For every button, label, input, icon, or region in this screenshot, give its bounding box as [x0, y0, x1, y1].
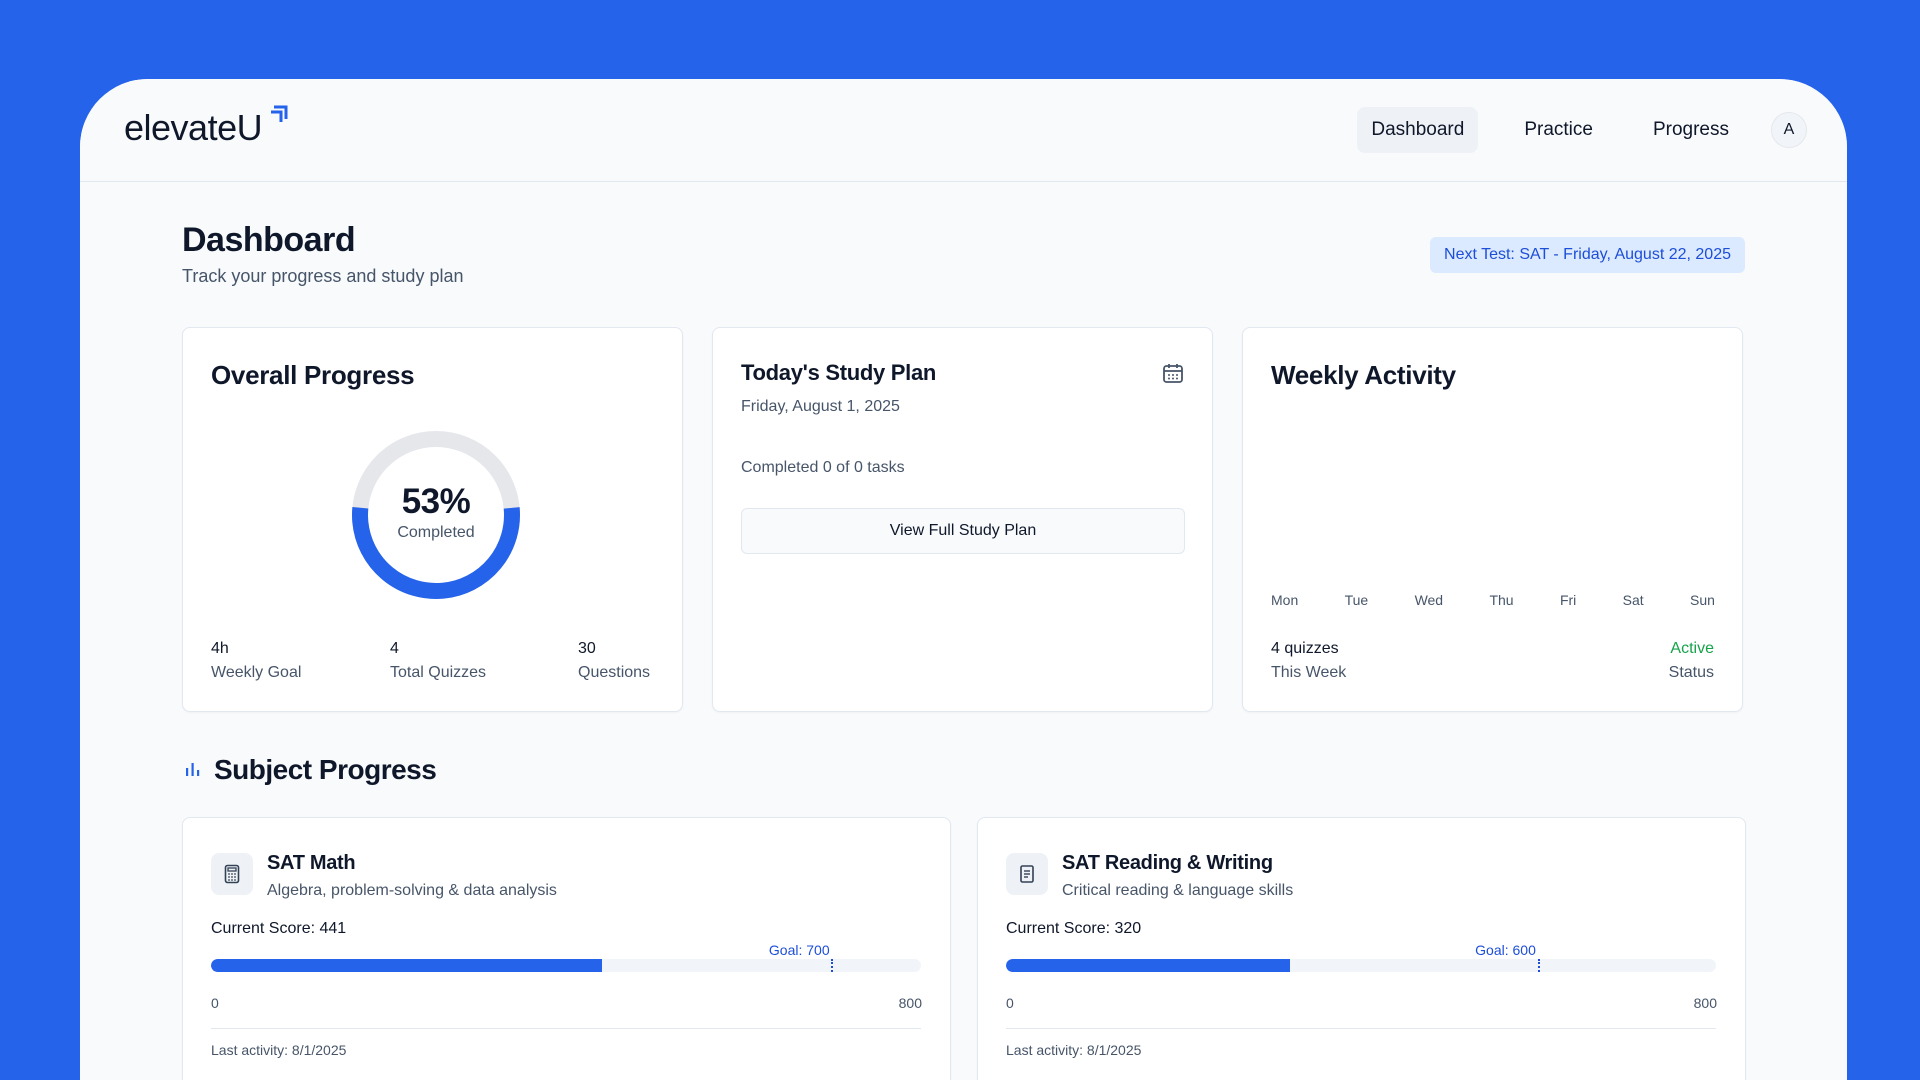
study-plan-title: Today's Study Plan [741, 360, 937, 385]
last-activity: Last activity: 8/1/2025 [211, 1042, 347, 1058]
stat-value: 4 [390, 640, 399, 657]
score-progress-bar [1006, 959, 1716, 972]
bar-chart-icon [186, 763, 200, 776]
goal-label: Goal: 600 [1475, 942, 1536, 958]
subject-description: Critical reading & language skills [1062, 882, 1294, 899]
status-label: Status [1668, 664, 1714, 681]
nav-practice[interactable]: Practice [1524, 119, 1593, 140]
subject-name: SAT Math [267, 852, 356, 874]
stat-total-quizzes: 4 Total Quizzes [390, 640, 486, 682]
main-nav: Dashboard Practice Progress A [1357, 107, 1807, 153]
weekday-axis: Mon Tue Wed Thu Fri Sat Sun [1271, 592, 1715, 608]
weekly-quizzes-value: 4 quizzes [1271, 640, 1339, 657]
weekly-activity-title: Weekly Activity [1271, 360, 1456, 390]
day-label: Sun [1690, 592, 1715, 608]
weekly-activity-card: Weekly Activity Mon Tue Wed Thu Fri Sat … [1242, 327, 1743, 712]
stat-value: 4h [211, 640, 229, 657]
day-label: Fri [1559, 592, 1577, 608]
scale-max: 800 [1693, 995, 1717, 1011]
day-label: Wed [1414, 592, 1444, 608]
progress-ring: 53% Completed [351, 430, 521, 600]
nav-progress[interactable]: Progress [1652, 119, 1729, 140]
study-plan-card: Today's Study Plan Friday, August 1, 202… [712, 327, 1213, 712]
current-score: Current Score: 441 [211, 920, 347, 937]
progress-ring-chart [352, 431, 520, 599]
stat-value: 30 [578, 640, 596, 657]
day-label: Tue [1344, 592, 1369, 608]
current-score: Current Score: 320 [1006, 920, 1142, 937]
score-progress-fill [211, 959, 603, 972]
stat-label: Weekly Goal [211, 664, 302, 681]
progress-completed-label: Completed [397, 524, 475, 541]
status-value: Active [1670, 640, 1714, 657]
goal-marker [1537, 959, 1540, 972]
weekly-status: Active Status [1669, 640, 1714, 682]
study-plan-date: Friday, August 1, 2025 [741, 398, 900, 415]
last-activity: Last activity: 8/1/2025 [1006, 1042, 1142, 1058]
score-progress-fill [1006, 959, 1290, 972]
book-icon [1006, 853, 1048, 895]
weekly-quizzes-label: This Week [1271, 664, 1347, 681]
arrow-up-right-icon [271, 105, 288, 122]
scale-max: 800 [898, 995, 922, 1011]
top-navigation-bar: elevateU Dashboard Practice Progress A [80, 79, 1847, 182]
stat-questions: 30 Questions [578, 640, 650, 682]
nav-dashboard[interactable]: Dashboard [1357, 107, 1479, 153]
study-plan-completed: Completed 0 of 0 tasks [741, 459, 905, 476]
day-label: Mon [1271, 592, 1299, 608]
overall-progress-title: Overall Progress [211, 360, 415, 390]
user-avatar[interactable]: A [1771, 112, 1807, 148]
app-window: elevateU Dashboard Practice Progress A D… [80, 79, 1847, 1080]
weekly-quizzes: 4 quizzes This Week [1271, 640, 1346, 682]
progress-ring-arc [352, 431, 520, 599]
brand-name: elevateU [124, 107, 263, 148]
page-title: Dashboard [182, 221, 356, 259]
divider [211, 1028, 921, 1029]
subject-description: Algebra, problem-solving & data analysis [267, 882, 557, 899]
score-progress-bar [211, 959, 921, 972]
divider [1006, 1028, 1716, 1029]
subject-name: SAT Reading & Writing [1062, 852, 1273, 874]
goal-marker [831, 959, 834, 972]
scale-min: 0 [211, 995, 219, 1011]
stat-weekly-goal: 4h Weekly Goal [211, 640, 301, 682]
stat-label: Total Quizzes [390, 664, 487, 681]
next-test-badge: Next Test: SAT - Friday, August 22, 2025 [1430, 237, 1745, 273]
calendar-icon[interactable] [1162, 362, 1184, 384]
overall-progress-card: Overall Progress 53% Completed 4h Weekly… [182, 327, 683, 712]
view-full-study-plan-button[interactable]: View Full Study Plan [741, 508, 1185, 554]
subject-card-sat-math[interactable]: SAT Math Algebra, problem-solving & data… [182, 817, 951, 1080]
subject-card-sat-reading-writing[interactable]: SAT Reading & Writing Critical reading &… [977, 817, 1746, 1080]
calculator-icon [211, 853, 253, 895]
scale-min: 0 [1006, 995, 1014, 1011]
goal-label: Goal: 700 [768, 942, 830, 958]
day-label: Sat [1622, 592, 1644, 608]
subject-progress-title: Subject Progress [214, 754, 437, 785]
brand-logo[interactable]: elevateU [124, 105, 288, 149]
stat-label: Questions [578, 664, 651, 681]
page-subtitle: Track your progress and study plan [182, 266, 464, 286]
day-label: Thu [1489, 592, 1514, 608]
progress-percent: 53% [401, 482, 471, 521]
